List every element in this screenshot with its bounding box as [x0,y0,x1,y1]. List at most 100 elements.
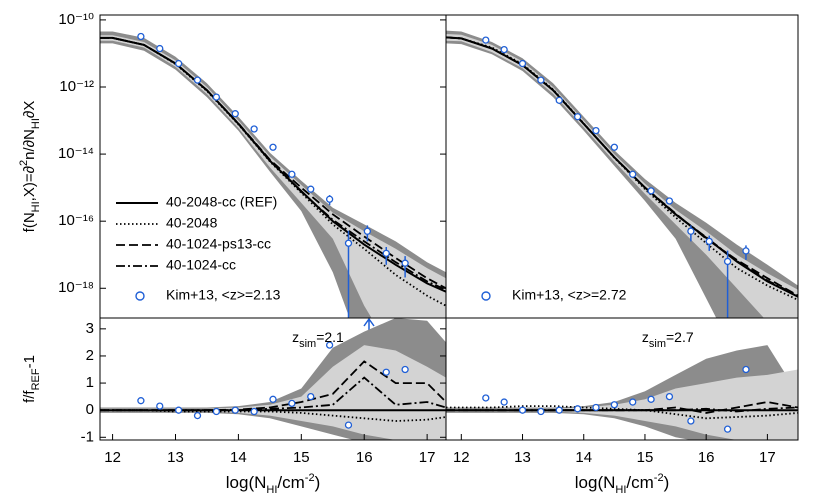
plot-area [446,345,798,440]
y-tick-label: 10⁻¹⁸ [58,279,94,296]
data-point [665,197,674,205]
data-point [647,187,655,195]
data-point [250,125,258,133]
data-point [269,143,277,151]
data-point [629,170,637,178]
data-point [555,96,563,104]
x-axis-label-part: HI [266,484,277,496]
data-point [325,341,334,349]
series-line [446,401,798,414]
x-tick-label: 12 [453,449,470,466]
y-tick-label: -1 [81,428,94,445]
uncertainty-band [446,369,798,440]
series-line [100,37,446,291]
uncertainty-band [446,30,798,318]
data-point [500,398,508,406]
data-point [665,392,674,401]
data-point [518,406,527,414]
data-point [573,113,582,121]
annotation-part: sim [299,338,316,350]
legend-label: 40-2048 [166,215,218,231]
data-point [250,407,258,416]
data-point [723,425,732,433]
y-axis-label: f(NHI,X)=∂2n/∂NHI∂X [18,101,42,233]
x-tick-label: 17 [419,449,436,466]
legend-label: Kim+13, <z>=2.13 [166,287,281,303]
y-axis-label-part: HI [30,118,42,129]
data-point [156,44,164,53]
x-axis-label-part: -2 [654,472,664,484]
x-axis-label-part: -2 [305,472,315,484]
y-axis-label-part: f/f [21,390,38,403]
annotation-part: =2.7 [666,329,694,345]
plot-area [100,318,446,440]
data-point [325,195,334,203]
data-point [573,405,582,413]
data-point [482,394,490,402]
panel: 10⁻¹⁰10⁻¹²10⁻¹⁴10⁻¹⁶10⁻¹⁸f(NHI,X)=∂2n/∂N… [18,11,447,319]
data-point [482,36,490,44]
x-axis-label-part: /cm [277,473,304,492]
data-point [137,32,145,41]
data-point [382,249,390,257]
y-axis-label-part: ,X)=∂ [21,166,38,201]
y-tick-label: 10⁻¹⁰ [58,11,94,28]
y-tick-label: 2 [86,347,94,364]
legend-label: 40-1024-ps13-cc [166,236,271,252]
y-axis-label-part: REF [30,368,42,390]
series-line [100,360,446,412]
data-point [723,257,732,266]
x-tick-label: 13 [514,449,531,466]
x-tick-label: 14 [230,449,247,466]
annotation: zsim=2.7 [642,329,694,350]
uncertainty-band [100,35,446,318]
y-axis-label-part: n/∂N [21,129,38,160]
data-point [537,76,545,84]
data-point [500,45,508,54]
x-axis-label-part: ) [315,473,321,492]
x-tick-label: 16 [698,449,715,466]
x-tick-label: 16 [356,449,373,466]
data-point [518,59,527,68]
uncertainty-band [100,345,446,440]
data-point [537,407,545,416]
data-point [288,399,296,408]
data-point [401,259,409,267]
y-axis-label-part: 2 [18,160,30,166]
x-axis-label-part: /cm [626,473,653,492]
legend-label: 40-1024-cc [166,257,236,273]
x-tick-label: 15 [637,449,654,466]
data-point [193,76,202,84]
data-point [382,368,390,376]
y-axis-label-part: ∂X [21,101,38,118]
data-point [647,395,655,403]
data-point [344,239,353,247]
data-point [231,406,239,414]
x-tick-label: 15 [293,449,310,466]
annotation: zsim=2.1 [292,329,344,350]
data-point [742,365,750,374]
legend-marker [481,291,491,301]
data-point [687,227,695,235]
plot-area [100,31,446,318]
data-point [592,403,600,412]
panel: 12 13 14 15 16 17 log(NHI/cm-2) zsim=2.7 [445,317,799,496]
data-point [555,406,563,414]
y-tick-label: 10⁻¹⁴ [58,145,94,162]
data-point [610,143,618,151]
annotation-part: =2.1 [316,329,344,345]
axes-frame [445,317,799,441]
data-point [231,110,239,118]
y-axis-label-part: f(N [21,212,38,232]
x-axis-label-part: ) [664,473,670,492]
data-point [269,395,277,403]
x-tick-label: 12 [104,449,121,466]
data-point [174,406,183,414]
data-point [401,365,409,374]
data-point [629,398,637,406]
data-point [307,185,315,193]
x-axis-label-part: log(N [575,473,616,492]
data-point [193,411,202,420]
